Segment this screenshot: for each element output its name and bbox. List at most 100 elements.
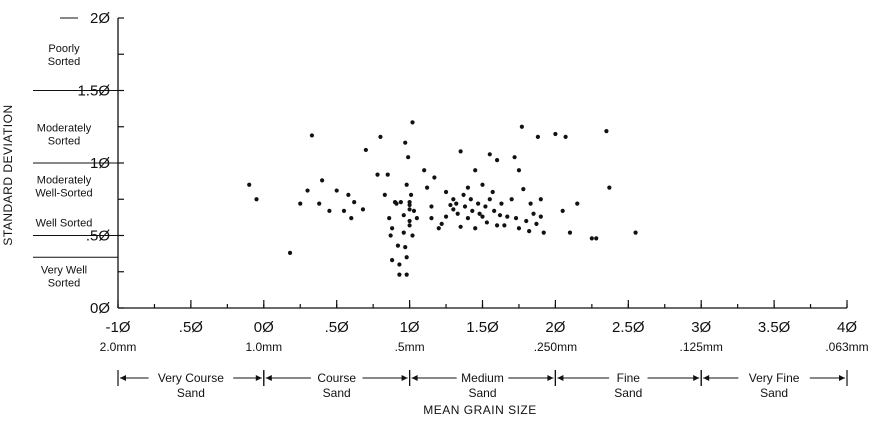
data-point <box>401 213 406 218</box>
data-point <box>254 197 259 202</box>
grade-class-label: Sand <box>760 386 788 400</box>
data-point <box>407 207 412 212</box>
x-axis: -1Ø 2.0mm .5Ø 0Ø 1.0mm .5Ø 1Ø .5mm 1.5Ø 2Ø .250mm 2… <box>100 300 869 354</box>
data-point <box>492 208 497 213</box>
data-point <box>305 188 310 193</box>
x-axis-title: MEAN GRAIN SIZE <box>423 403 537 417</box>
x-mm-label: .5mm <box>395 340 425 354</box>
grade-arrowhead <box>255 375 262 381</box>
data-point <box>394 201 399 206</box>
data-point <box>401 230 406 235</box>
data-point <box>473 226 478 231</box>
data-point <box>443 189 449 195</box>
data-point <box>403 245 408 250</box>
x-mm-label: .250mm <box>534 340 577 354</box>
data-point <box>534 221 539 226</box>
grade-class-label: Sand <box>177 386 205 400</box>
data-point <box>424 185 430 190</box>
data-point <box>404 272 409 277</box>
data-point <box>451 207 456 212</box>
sorting-class-label: Moderately Well-Sorted <box>35 175 92 200</box>
data-point <box>509 197 514 202</box>
data-point <box>563 134 568 139</box>
data-point <box>473 168 478 173</box>
data-point <box>535 134 541 139</box>
sorting-class-label: Very Well Sorted <box>41 265 87 290</box>
y-axis-title: STANDARD DEVIATION <box>1 104 15 245</box>
data-point <box>404 255 409 260</box>
grade-class-label: Fine <box>617 371 641 385</box>
data-point <box>407 202 412 208</box>
data-point <box>516 226 522 231</box>
data-point <box>487 152 492 157</box>
data-point <box>497 213 503 218</box>
data-point <box>334 188 339 193</box>
x-mm-label: 2.0mm <box>100 340 137 354</box>
data-point <box>607 185 612 190</box>
data-point <box>398 200 403 205</box>
x-tick-label: .5Ø <box>179 319 204 336</box>
y-tick-label: 1Ø <box>90 155 110 172</box>
data-point <box>553 131 558 137</box>
x-tick-label: 3Ø <box>691 319 711 336</box>
data-point <box>451 197 456 202</box>
data-point <box>502 223 507 228</box>
data-point <box>494 223 500 228</box>
data-point <box>594 236 599 241</box>
data-point <box>505 214 510 219</box>
data-point <box>458 149 463 154</box>
x-tick-label: 2Ø <box>545 319 565 336</box>
data-point <box>404 182 409 187</box>
data-point <box>317 201 322 206</box>
grade-class-label: Sand <box>323 386 351 400</box>
data-point <box>410 233 415 238</box>
data-point <box>490 189 495 195</box>
grade-arrowhead <box>120 375 126 381</box>
grade-arrowhead <box>557 375 564 381</box>
data-point <box>455 211 460 216</box>
data-point <box>410 120 415 125</box>
data-point <box>341 208 347 213</box>
data-point <box>395 243 401 248</box>
data-point <box>477 211 482 216</box>
x-tick-label: 2.5Ø <box>612 319 645 336</box>
data-point <box>575 201 580 206</box>
data-point <box>512 155 517 160</box>
data-point <box>414 216 419 221</box>
data-point <box>527 229 532 234</box>
y-tick-label: 1.5Ø <box>77 83 110 100</box>
y-tick-label: 0Ø <box>90 300 110 317</box>
data-point <box>494 158 500 163</box>
grade-arrowhead <box>265 375 272 381</box>
data-point <box>443 214 449 219</box>
data-point <box>406 155 411 160</box>
data-point <box>567 230 573 235</box>
data-point <box>633 230 638 235</box>
data-point <box>363 147 368 153</box>
data-point <box>528 201 533 206</box>
grain-size-classes: Very CourseSandCourseSandMediumSandFineS… <box>117 370 848 400</box>
sorting-class-label: Well Sorted <box>36 217 93 229</box>
data-point <box>468 197 473 202</box>
data-points <box>247 120 638 277</box>
data-point <box>411 208 417 213</box>
data-point <box>432 175 437 180</box>
data-point <box>407 200 412 205</box>
data-point <box>397 272 402 277</box>
sorting-class-bands: Poorly Sorted Moderately Sorted Moderately We… <box>33 17 118 290</box>
data-point <box>589 236 594 241</box>
data-point <box>320 178 325 183</box>
x-mm-label: .063mm <box>825 340 868 354</box>
data-point <box>436 226 441 231</box>
grade-arrowhead <box>703 375 710 381</box>
sorting-class-label: Poorly Sorted <box>48 43 80 68</box>
data-point <box>382 192 387 197</box>
x-mm-label: .125mm <box>680 340 723 354</box>
grade-class-label: Very Fine <box>749 371 800 385</box>
data-point <box>538 214 543 219</box>
data-point <box>521 187 526 192</box>
data-point <box>560 208 565 213</box>
data-point <box>513 216 519 221</box>
data-point <box>298 201 303 206</box>
